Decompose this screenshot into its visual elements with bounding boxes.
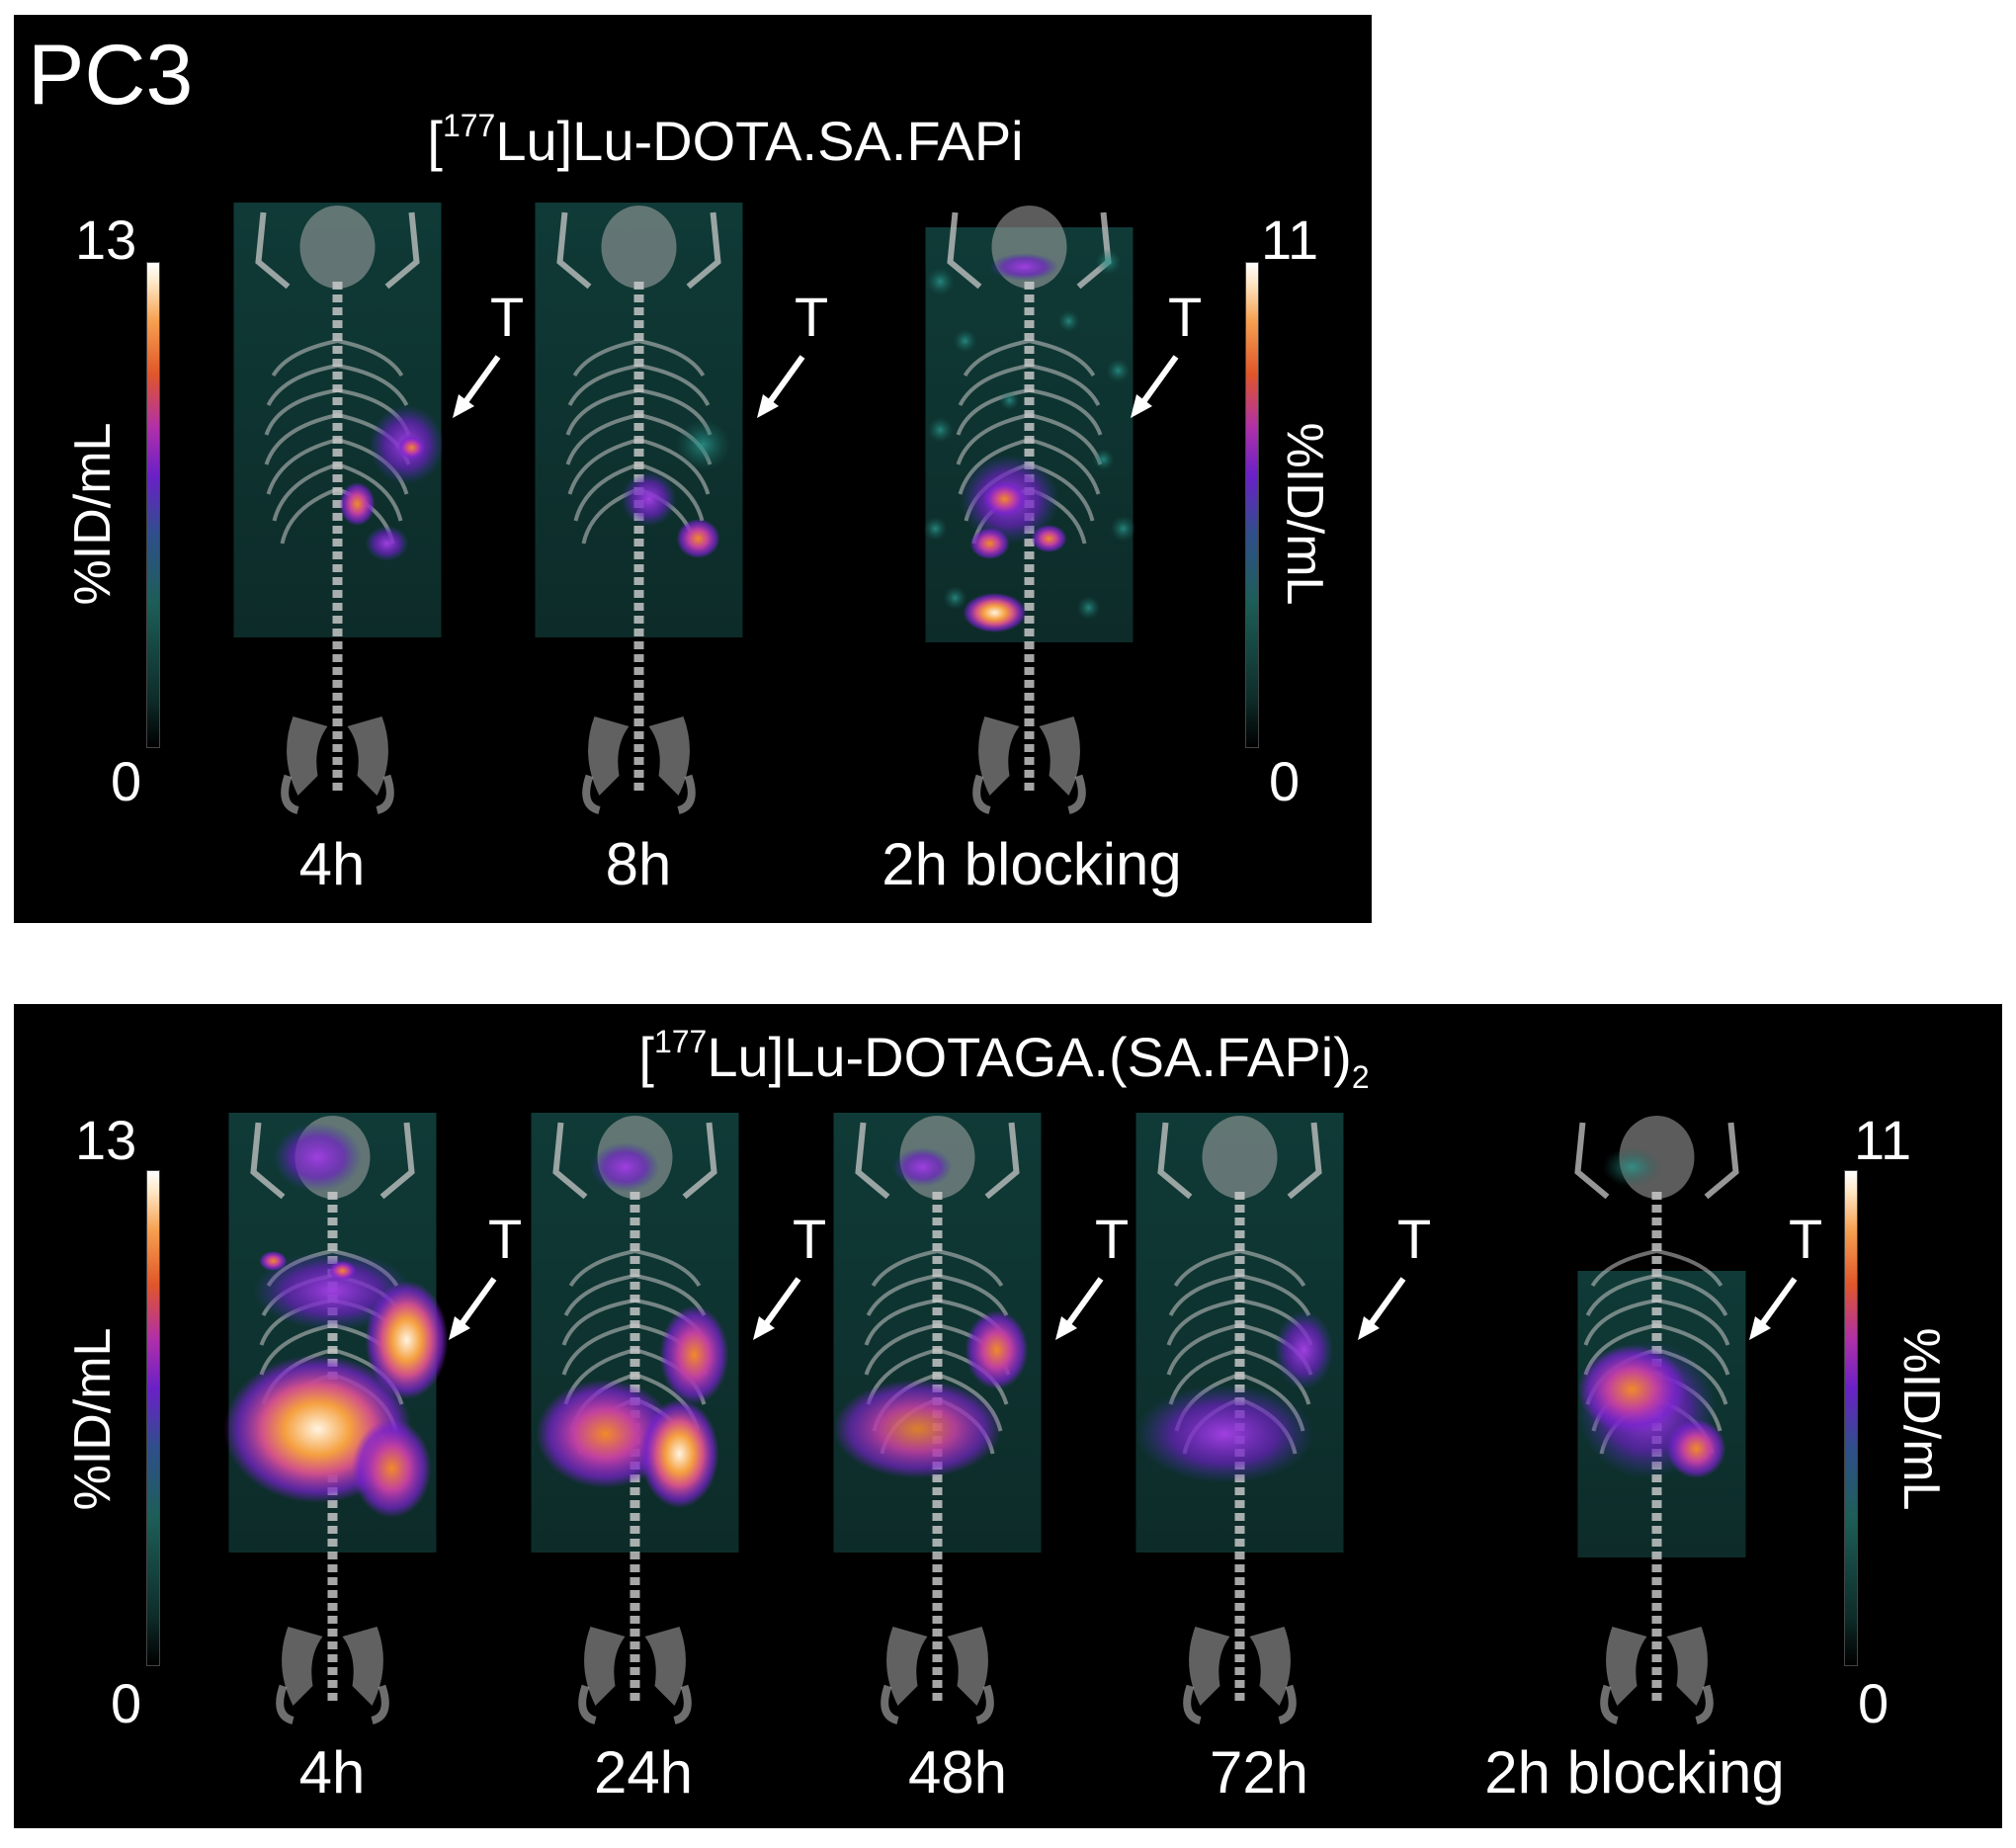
bottom-arrow-24h — [753, 1277, 801, 1340]
top-left-scale-unit: %ID/mL — [64, 422, 122, 606]
bottom-tumor-marker-72h: T — [1397, 1208, 1432, 1270]
top-panel: PC3 [177Lu]Lu-DOTA.SA.FAPi 13 0 %ID/mL — [14, 15, 1372, 923]
bottom-left-scale-max: 13 — [75, 1109, 137, 1171]
bottom-arrow-blocking — [1749, 1277, 1798, 1340]
bottom-timepoint-label: 48h — [907, 1739, 1008, 1806]
bottom-right-scale-min: 0 — [1858, 1672, 1890, 1734]
top-arrow-4h — [453, 355, 501, 418]
bottom-panel: [177Lu]Lu-DOTAGA.(SA.FAPi)2 13 0 %ID/mL — [14, 1004, 2002, 1828]
bottom-tumor-marker-4h: T — [488, 1208, 523, 1270]
bottom-timepoint-label: 24h — [593, 1739, 694, 1806]
bottom-left-scale-min: 0 — [111, 1672, 142, 1734]
bottom-left-scale-unit: %ID/mL — [64, 1327, 122, 1511]
bottom-scan-24h — [531, 1113, 739, 1735]
bottom-scan-2h-blocking — [1536, 1113, 1746, 1735]
top-left-scale-max: 13 — [75, 209, 137, 271]
top-timepoint-label: 8h — [605, 831, 672, 897]
top-tumor-marker-8h: T — [795, 286, 829, 348]
bottom-tumor-marker-blocking: T — [1789, 1208, 1823, 1270]
top-left-scale-min: 0 — [111, 750, 142, 812]
bottom-timepoint-label: 2h blocking — [1484, 1739, 1785, 1806]
top-right-colorbar — [1245, 262, 1259, 748]
bottom-left-colorbar — [146, 1170, 160, 1666]
bottom-tumor-marker-24h: T — [793, 1208, 827, 1270]
top-right-scale-min: 0 — [1269, 750, 1301, 812]
bottom-arrow-48h — [1055, 1277, 1104, 1340]
bottom-right-scale-max: 11 — [1854, 1109, 1912, 1171]
cell-line-label: PC3 — [28, 28, 194, 123]
bottom-timepoint-label: 72h — [1209, 1739, 1309, 1806]
bottom-scan-72h — [1135, 1113, 1344, 1735]
top-scan-4h — [233, 203, 445, 825]
top-scan-2h-blocking — [923, 203, 1136, 825]
bottom-arrow-4h — [449, 1277, 497, 1340]
top-tumor-marker-4h: T — [490, 286, 525, 348]
top-arrow-blocking — [1131, 355, 1179, 418]
top-timepoint-label: 4h — [298, 831, 366, 897]
top-arrow-8h — [757, 355, 805, 418]
top-tumor-marker-blocking: T — [1168, 286, 1203, 348]
top-scan-8h — [535, 203, 743, 825]
bottom-timepoint-label: 4h — [298, 1739, 366, 1806]
bottom-compound-title: [177Lu]Lu-DOTAGA.(SA.FAPi)2 — [638, 1024, 1370, 1095]
bottom-scan-48h — [833, 1113, 1042, 1735]
top-compound-title: [177Lu]Lu-DOTA.SA.FAPi — [427, 108, 1024, 172]
bottom-right-colorbar — [1844, 1170, 1858, 1666]
top-timepoint-label: 2h blocking — [882, 831, 1182, 897]
bottom-scan-4h — [223, 1113, 449, 1735]
bottom-right-scale-unit: %ID/mL — [1892, 1327, 1950, 1511]
top-right-scale-unit: %ID/mL — [1276, 422, 1333, 606]
top-left-colorbar — [146, 262, 160, 748]
bottom-tumor-marker-48h: T — [1095, 1208, 1130, 1270]
bottom-arrow-72h — [1358, 1277, 1406, 1340]
top-right-scale-max: 11 — [1261, 209, 1319, 271]
